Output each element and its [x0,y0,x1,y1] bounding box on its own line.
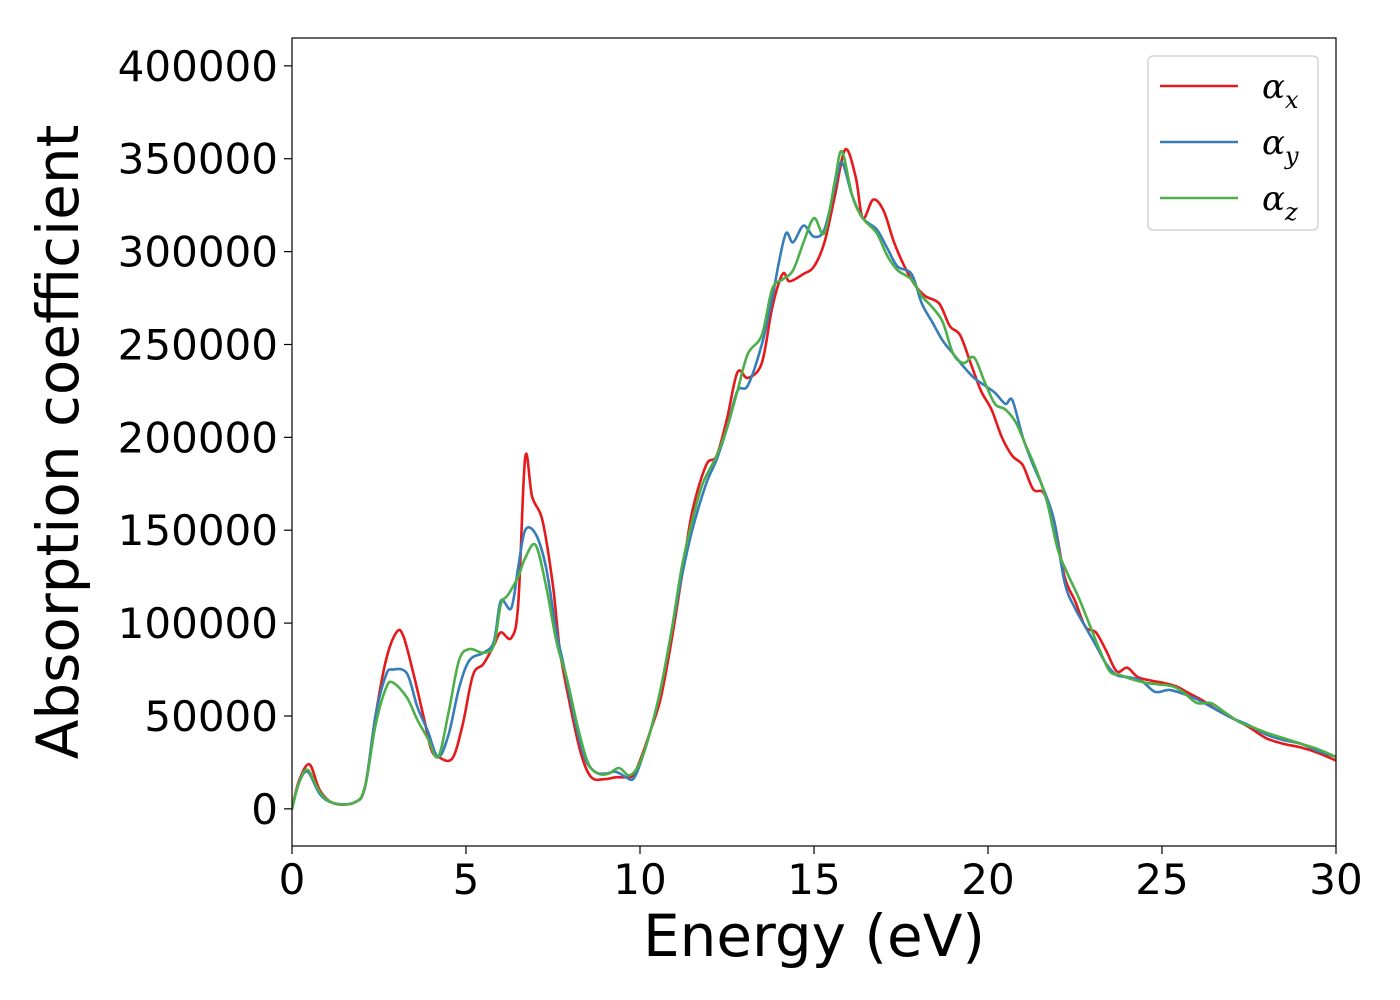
x-tick-label: 5 [453,855,480,904]
x-tick-label: 15 [787,855,840,904]
legend-symbol: α [1262,179,1285,219]
axis-ticks: 0 5 10 15 20 25 30 0 50000 100000 150000 200000 2500… [118,42,1363,904]
y-tick-label: 150000 [118,506,278,555]
series-line-z [292,150,1336,811]
y-tick-label: 250000 [118,320,278,369]
y-axis-title: Absorption coefficient [24,125,92,760]
y-tick-label: 300000 [118,228,278,277]
legend-symbol: α [1262,123,1285,163]
legend-label-x: αx [1262,67,1299,114]
x-tick-label: 20 [961,855,1014,904]
x-axis-title: Energy (eV) [643,902,985,970]
legend-subscript: y [1284,142,1299,170]
legend-subscript: x [1285,86,1299,114]
series-lines [292,147,1336,811]
series-line-x [292,147,1336,811]
legend-label-z: αz [1262,179,1298,226]
y-tick-label: 200000 [118,413,278,462]
x-tick-label: 30 [1309,855,1362,904]
legend-subscript: z [1284,198,1298,226]
legend-symbol: α [1262,67,1285,107]
legend-label-y: αy [1262,123,1299,170]
y-tick-label: 50000 [144,692,278,741]
y-tick-label: 100000 [118,599,278,648]
x-tick-label: 0 [279,855,306,904]
x-tick-label: 25 [1135,855,1188,904]
y-tick-label: 350000 [118,135,278,184]
y-tick-label: 400000 [118,42,278,91]
x-tick-label: 10 [613,855,666,904]
y-tick-label: 0 [251,785,278,834]
